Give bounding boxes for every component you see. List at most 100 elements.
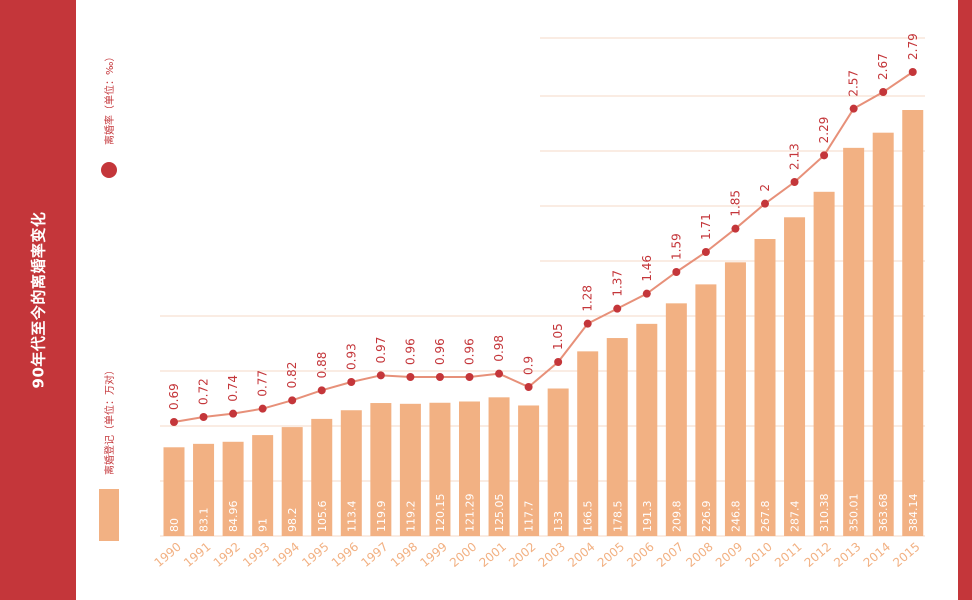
bar-1993	[252, 435, 274, 536]
x-tick-label: 1998	[388, 540, 420, 570]
bar-2015	[902, 110, 924, 536]
bar-2013	[843, 147, 865, 536]
line-layer	[170, 68, 917, 426]
rate-point-2002	[524, 383, 533, 391]
legend-layer: 离婚率（单位：‰） 离婚登记（单位：万对）	[99, 52, 119, 541]
rate-point-1999	[435, 373, 444, 381]
bar-value-label: 105.6	[316, 501, 329, 533]
x-tick-label: 1996	[329, 540, 361, 570]
grid-layer	[160, 37, 925, 537]
rate-value-label: 0.82	[285, 362, 299, 389]
legend-rate-label: 离婚率（单位：‰）	[103, 52, 116, 145]
rate-point-2000	[465, 373, 474, 381]
x-tick-label: 1991	[181, 540, 213, 570]
right-edge-band	[958, 0, 972, 600]
rate-value-label: 1.05	[551, 323, 565, 350]
rate-value-label: 1.71	[699, 213, 713, 240]
x-tick-label: 2004	[565, 540, 597, 570]
bar-1998	[399, 403, 421, 536]
x-tick-label: 2002	[506, 540, 538, 570]
rate-value-label: 1.85	[728, 190, 742, 217]
bar-2003	[547, 388, 569, 536]
bar-value-label: 246.8	[729, 501, 742, 533]
bar-2001	[488, 397, 510, 536]
bar-1991	[193, 443, 215, 536]
x-tick-label: 1997	[358, 540, 390, 570]
rate-point-2006	[642, 289, 651, 298]
rate-point-1993	[258, 404, 267, 413]
bar-1999	[429, 402, 451, 536]
bar-1996	[340, 410, 362, 536]
rate-value-label: 1.46	[640, 255, 654, 282]
rate-point-1990	[170, 418, 178, 426]
rate-value-label: 0.96	[433, 338, 447, 365]
bar-value-label: 80	[168, 518, 181, 532]
bar-value-label: 133	[552, 511, 565, 532]
bar-2008	[695, 284, 717, 536]
bar-value-label: 117.7	[523, 501, 536, 533]
rate-point-2014	[879, 88, 888, 96]
rate-point-2015	[908, 68, 917, 76]
bar-1994	[281, 427, 303, 536]
bar-1992	[222, 441, 244, 536]
rate-point-1992	[229, 409, 238, 418]
rate-value-label: 1.37	[610, 270, 624, 297]
x-tick-label: 1995	[299, 540, 331, 570]
x-tick-label: 2006	[624, 540, 656, 570]
bar-layer	[163, 110, 924, 537]
x-tick-label: 2011	[772, 540, 804, 570]
x-tick-label: 1999	[417, 540, 449, 570]
x-tick-label: 1990	[152, 540, 184, 570]
bar-value-label: 120.15	[434, 494, 447, 533]
bar-value-label: 384.14	[907, 494, 920, 533]
rate-value-label: 0.72	[197, 378, 211, 405]
bar-value-label: 121.29	[464, 494, 477, 533]
bar-value-label: 267.8	[759, 501, 772, 533]
rate-line	[173, 71, 914, 423]
bar-value-label: 98.2	[286, 508, 299, 533]
rate-value-label: 2.57	[847, 70, 861, 97]
bar-value-label: 287.4	[789, 501, 802, 533]
bar-value-label: 310.38	[818, 494, 831, 533]
bar-2011	[784, 217, 806, 536]
x-tick-label: 2014	[861, 540, 893, 570]
bar-2000	[459, 401, 480, 536]
bar-value-label: 113.4	[345, 501, 358, 533]
x-tick-label: 2015	[890, 540, 922, 570]
left-title-band: 90年代至今的离婚率变化	[0, 0, 76, 600]
legend-reg-label: 离婚登记（单位：万对）	[103, 365, 116, 475]
rate-value-label: 0.69	[167, 383, 181, 410]
rate-point-2008	[701, 248, 710, 256]
bar-1997	[370, 403, 392, 536]
x-tick-label: 2007	[654, 540, 686, 570]
bar-value-label: 125.05	[493, 494, 506, 533]
legend-reg-marker	[99, 489, 119, 541]
rate-point-2009	[731, 224, 740, 233]
bar-value-label: 166.5	[582, 501, 595, 533]
rate-point-1998	[406, 373, 415, 381]
rate-value-label: 2	[758, 184, 772, 192]
rate-value-label: 0.9	[522, 356, 536, 375]
bar-2002	[518, 405, 540, 536]
rate-point-2003	[554, 358, 563, 366]
bar-2009	[724, 262, 746, 536]
legend-rate-marker	[101, 162, 117, 178]
rate-point-1995	[317, 386, 326, 395]
x-tick-label: 2000	[447, 540, 479, 570]
rate-value-label: 2.79	[906, 33, 920, 60]
bar-value-label: 209.8	[670, 501, 683, 533]
rate-value-label: 2.29	[817, 117, 831, 144]
rate-point-2013	[849, 104, 858, 113]
x-tick-label: 2001	[477, 540, 509, 570]
bar-1990	[163, 447, 185, 536]
bar-value-label: 350.01	[848, 494, 861, 533]
x-tick-label: 1993	[240, 540, 272, 570]
bar-value-label: 84.96	[227, 501, 240, 533]
bar-2014	[872, 132, 894, 536]
bar-value-label: 83.1	[198, 508, 211, 533]
bar-2010	[754, 239, 776, 537]
bar-value-label: 191.3	[641, 501, 654, 533]
rate-point-2011	[790, 178, 799, 186]
bar-1995	[311, 418, 333, 536]
